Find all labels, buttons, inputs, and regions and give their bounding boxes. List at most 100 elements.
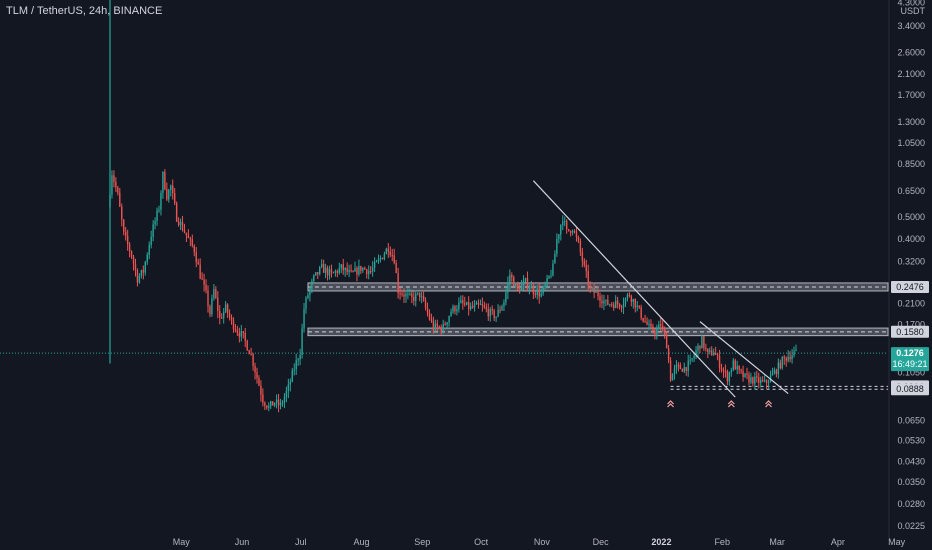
- candle-body: [689, 359, 691, 361]
- candle-body: [387, 248, 390, 252]
- candle-body: [256, 372, 258, 379]
- candle-body: [585, 264, 587, 272]
- candle-body: [154, 220, 156, 225]
- candle-body: [328, 269, 331, 276]
- current-price-label: 0.1276: [896, 348, 924, 358]
- candle-body: [320, 263, 323, 268]
- candle-body: [630, 296, 633, 302]
- candle-body: [420, 296, 423, 298]
- candle-body: [381, 258, 384, 260]
- candle-body: [448, 316, 450, 323]
- candle-body: [354, 268, 356, 272]
- candle-body: [456, 309, 458, 312]
- time-tick-label: May: [173, 537, 191, 547]
- candle-body: [234, 328, 237, 331]
- candle-body: [754, 376, 756, 384]
- candle-body: [436, 323, 439, 327]
- candle-body: [232, 319, 235, 329]
- candle-body: [597, 291, 599, 297]
- candle-body: [375, 260, 378, 263]
- candle-body: [366, 269, 368, 275]
- candle-body: [413, 296, 415, 301]
- candle-body: [183, 229, 186, 233]
- candle-body: [634, 299, 636, 308]
- candle-body: [173, 193, 176, 204]
- double-chevron-up-icon: [667, 400, 674, 408]
- price-tick-label: 1.7000: [897, 90, 925, 100]
- time-tick-label: Mar: [769, 537, 785, 547]
- candle-body: [264, 402, 266, 406]
- candle-body: [121, 206, 123, 220]
- price-axis: 4.3000 3.4000 2.6000 2.1000 1.7000 1.3000 1.05…: [888, 0, 929, 538]
- time-tick-label: Dec: [593, 537, 610, 547]
- candle-body: [348, 270, 350, 273]
- candle-body: [156, 210, 158, 221]
- candle-body: [215, 289, 217, 298]
- price-tick-label: 1.0500: [897, 138, 925, 148]
- candle-body: [575, 231, 578, 237]
- candle-body: [409, 293, 411, 295]
- level-label: 0.0888: [896, 384, 924, 394]
- candle-body: [748, 374, 750, 383]
- candle-body: [591, 287, 593, 289]
- candle-body: [123, 219, 125, 232]
- candle-body: [736, 365, 738, 370]
- candle-body: [599, 296, 601, 301]
- candle-body: [346, 267, 348, 273]
- candle-body: [720, 367, 723, 371]
- candle-body: [779, 362, 782, 369]
- candle-body: [262, 394, 264, 403]
- price-tick-label: 0.3200: [897, 256, 925, 266]
- candle-body: [454, 306, 456, 312]
- candle-body: [275, 399, 278, 403]
- price-tick-label: 0.0280: [897, 499, 925, 509]
- symbol-title: TLM / TetherUS, 24h, BINANCE: [6, 5, 163, 17]
- candle-body: [697, 345, 699, 351]
- candle-body: [730, 370, 733, 373]
- candle-body: [569, 230, 572, 233]
- candle-body: [718, 355, 721, 368]
- candle-body: [489, 309, 491, 317]
- candle-body: [291, 370, 293, 382]
- candle-body: [711, 350, 713, 356]
- candle-body: [699, 345, 701, 349]
- candle-body: [485, 307, 488, 310]
- candle-body: [481, 304, 484, 306]
- candle-body: [340, 264, 342, 269]
- candle-body: [285, 390, 288, 397]
- candle-body: [675, 364, 678, 369]
- candle-body: [552, 263, 554, 276]
- candle-body: [728, 372, 731, 382]
- candle-body: [369, 270, 372, 272]
- candle-body: [620, 306, 623, 308]
- candle-body: [115, 181, 117, 188]
- time-tick-label: Oct: [474, 537, 489, 547]
- price-tick-label: 0.0530: [897, 436, 925, 446]
- candle-body: [726, 371, 729, 382]
- candle-body: [560, 224, 562, 235]
- candle-body: [644, 321, 646, 323]
- candle-body: [411, 293, 413, 297]
- candle-body: [505, 292, 507, 303]
- candle-countdown-label: 16:49:21: [892, 359, 927, 369]
- time-tick-label: Sep: [414, 537, 430, 547]
- candle-body: [319, 267, 321, 275]
- candle-body: [495, 316, 497, 318]
- candle-body: [373, 262, 376, 268]
- candle-body: [522, 281, 525, 286]
- candle-body: [583, 260, 586, 265]
- candle-body: [681, 369, 684, 372]
- candle-body: [458, 302, 460, 310]
- candle-body: [393, 255, 395, 263]
- candle-body: [614, 300, 617, 308]
- candle-body: [654, 331, 656, 334]
- candle-body: [389, 251, 391, 255]
- candle-body: [201, 278, 203, 280]
- candle-body: [587, 271, 589, 286]
- bounce-markers: [667, 400, 772, 408]
- candle-body: [507, 282, 509, 293]
- candle-body: [324, 267, 327, 273]
- candle-body: [175, 203, 178, 222]
- candle-body: [222, 311, 225, 319]
